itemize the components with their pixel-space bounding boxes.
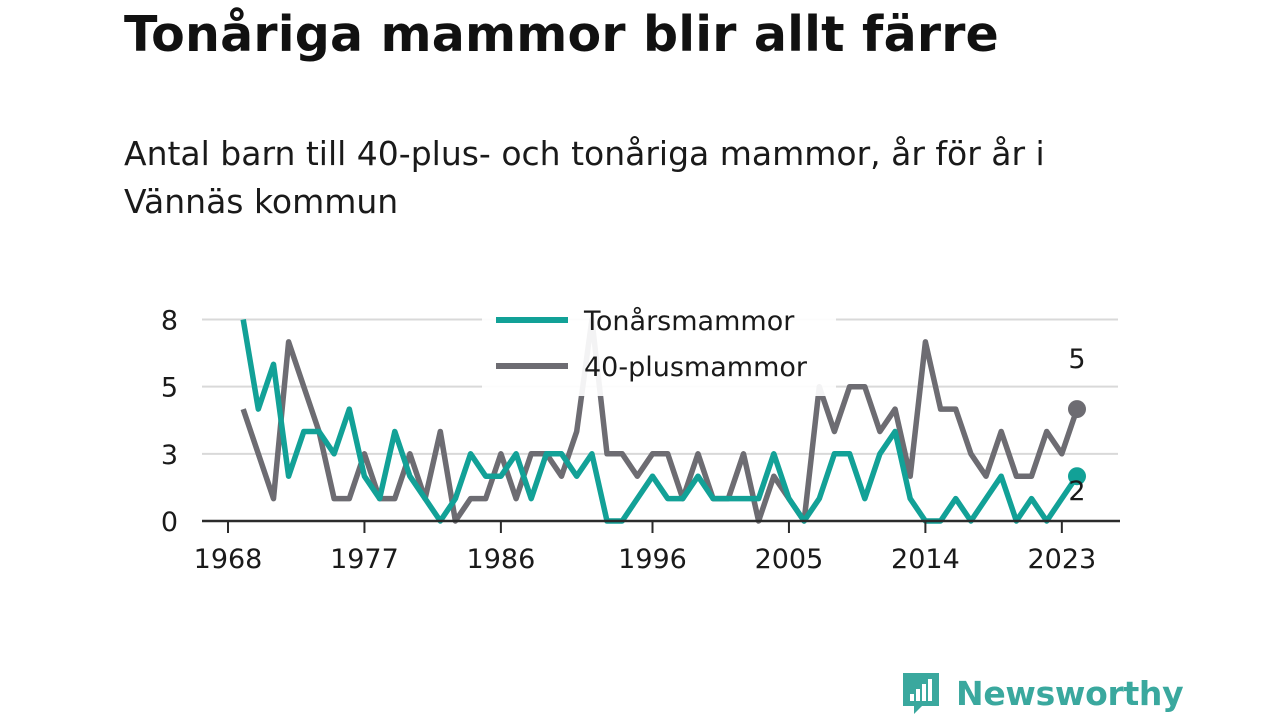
y-tick-label: 5 <box>161 373 178 404</box>
x-tick-label: 1986 <box>467 544 536 575</box>
legend-label-tonarsmammor: Tonårsmammor <box>583 306 795 337</box>
line-chart: 0 3 5 8 Tonårsmammor 40-plusmammor 1968 1977… <box>160 296 1120 575</box>
legend-background <box>482 296 836 396</box>
end-label-tonarsmammor: 2 <box>1068 476 1085 507</box>
x-axis: 1968 1977 1986 1996 2005 2014 2023 <box>194 519 1120 575</box>
end-label-40-plusmammor: 5 <box>1068 344 1085 375</box>
end-point-40-plusmammor <box>1068 400 1086 419</box>
legend: Tonårsmammor 40-plusmammor <box>482 296 836 396</box>
end-point-labels: 5 2 <box>1068 344 1085 507</box>
x-tick-label: 2023 <box>1027 544 1096 575</box>
x-tick-label: 1996 <box>618 544 687 575</box>
y-tick-label: 8 <box>161 306 178 337</box>
x-tick-label: 2014 <box>891 544 960 575</box>
end-point-tonarsmammor <box>1068 467 1086 486</box>
chart-subtitle: Antal barn till 40-plus- och tonåriga ma… <box>124 134 1045 221</box>
x-tick-label: 2005 <box>755 544 824 575</box>
chart-title: Tonåriga mammor blir allt färre <box>124 6 999 63</box>
brand-logo: Newsworthy <box>900 670 1184 716</box>
x-tick-label: 1977 <box>330 544 399 575</box>
brand-name: Newsworthy <box>956 673 1184 713</box>
legend-label-40-plusmammor: 40-plusmammor <box>584 352 808 383</box>
y-tick-label: 0 <box>161 507 178 538</box>
y-tick-label: 3 <box>161 440 178 471</box>
bar-chart-logo-icon <box>903 673 939 714</box>
x-tick-label: 1968 <box>194 544 263 575</box>
